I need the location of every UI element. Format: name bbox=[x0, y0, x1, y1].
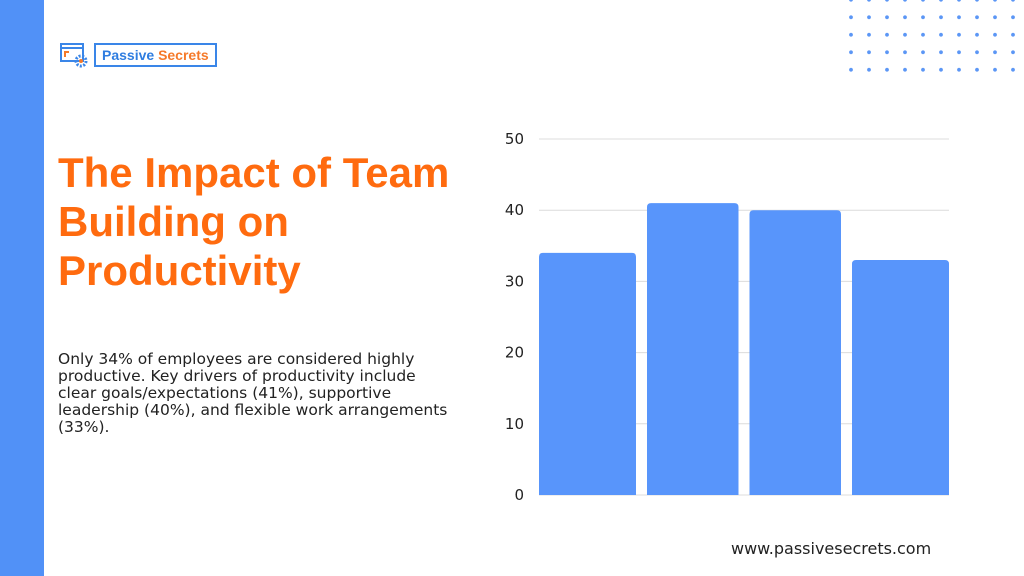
footer-url: www.passivesecrets.com bbox=[731, 539, 932, 558]
y-tick-label: 20 bbox=[505, 344, 524, 362]
y-tick-label: 0 bbox=[514, 486, 524, 504]
y-tick-label: 30 bbox=[505, 272, 524, 290]
decorative-dot-grid bbox=[842, 0, 1024, 79]
bar bbox=[852, 260, 949, 495]
bar bbox=[749, 210, 841, 495]
y-tick-label: 50 bbox=[505, 130, 524, 148]
brand-logo: Passive Secrets bbox=[60, 42, 217, 68]
brand-name: Passive Secrets bbox=[94, 43, 217, 67]
bar bbox=[647, 203, 739, 495]
y-tick-label: 40 bbox=[505, 201, 524, 219]
browser-gear-icon bbox=[60, 43, 88, 68]
sidebar-accent-bar bbox=[0, 0, 44, 576]
page-title: The Impact of Team Building on Productiv… bbox=[58, 149, 450, 294]
bar bbox=[539, 252, 636, 495]
y-tick-label: 10 bbox=[505, 415, 524, 433]
description-text: Only 34% of employees are considered hig… bbox=[58, 350, 448, 436]
